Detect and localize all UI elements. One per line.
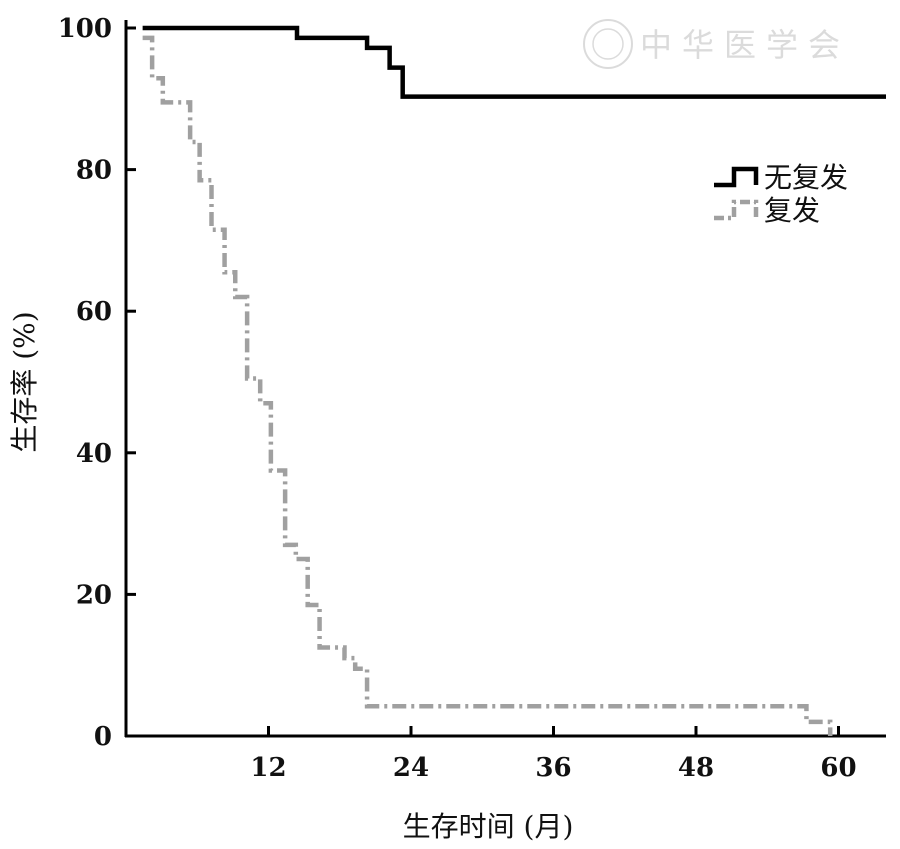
- x-tick-label: 60: [820, 753, 856, 783]
- y-tick-label: 100: [58, 14, 112, 44]
- watermark: 中华医学会: [583, 19, 850, 69]
- axes: 0 20 40 60 80 100 12 24 36 48 60: [58, 14, 886, 783]
- y-tick-label: 60: [76, 297, 112, 327]
- x-tick-label: 12: [250, 753, 286, 783]
- x-axis-label: 生存时间 (月): [403, 810, 574, 843]
- watermark-seal-icon: [583, 19, 633, 69]
- y-tick-label: 0: [94, 722, 112, 752]
- y-tick-label: 20: [76, 580, 112, 610]
- legend-swatch: [714, 199, 759, 221]
- y-tick-label: 80: [76, 156, 112, 186]
- y-axis-label: 生存率 (%): [8, 311, 41, 452]
- legend-swatch: [714, 166, 759, 188]
- series-line-no-recurrence: [142, 25, 886, 99]
- legend-label: 复发: [764, 194, 820, 227]
- x-tick-label: 36: [535, 753, 571, 783]
- x-tick-label: 48: [678, 753, 714, 783]
- watermark-text: 中华医学会: [640, 26, 850, 64]
- series-line-recurrence: [142, 35, 833, 736]
- legend-label: 无复发: [764, 161, 848, 194]
- y-tick-label: 40: [76, 439, 112, 469]
- series-group: [142, 25, 886, 736]
- x-tick-label: 24: [393, 753, 429, 783]
